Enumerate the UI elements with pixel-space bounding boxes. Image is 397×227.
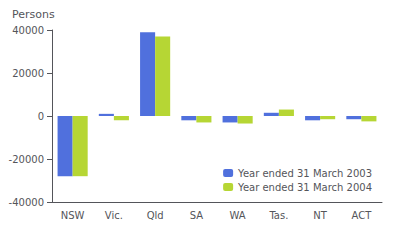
svg-text:Year ended 31 March 2004: Year ended 31 March 2004: [237, 182, 372, 193]
svg-text:20000: 20000: [12, 68, 44, 79]
svg-text:Year ended 31 March 2003: Year ended 31 March 2003: [237, 168, 372, 179]
svg-text:0: 0: [38, 111, 44, 122]
svg-text:-40000: -40000: [9, 197, 44, 208]
svg-text:NSW: NSW: [61, 210, 85, 221]
svg-text:-20000: -20000: [9, 154, 44, 165]
svg-text:Vic.: Vic.: [105, 210, 123, 221]
svg-text:ACT: ACT: [351, 210, 372, 221]
svg-text:Qld: Qld: [147, 210, 164, 221]
svg-text:SA: SA: [190, 210, 204, 221]
svg-text:WA: WA: [230, 210, 246, 221]
svg-text:NT: NT: [313, 210, 327, 221]
svg-text:40000: 40000: [12, 25, 44, 36]
svg-text:Persons: Persons: [12, 8, 55, 21]
svg-text:Tas.: Tas.: [268, 210, 288, 221]
